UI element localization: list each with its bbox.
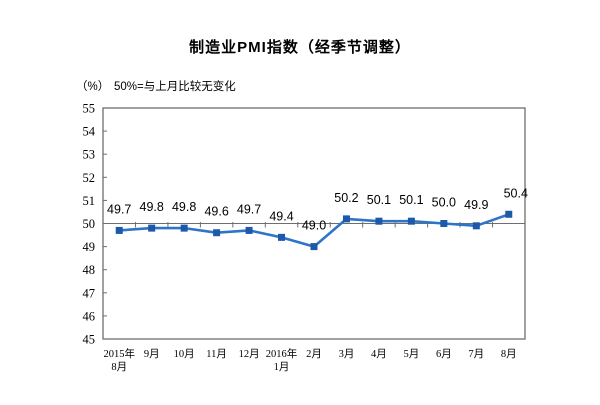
x-axis-label: 9月 bbox=[144, 348, 160, 360]
y-axis-label: 45 bbox=[83, 333, 96, 347]
data-label: 50.0 bbox=[432, 196, 456, 210]
data-label: 50.1 bbox=[399, 193, 423, 207]
x-axis-label: 12月 bbox=[239, 348, 260, 360]
y-axis-label: 52 bbox=[83, 171, 96, 185]
chart-note: 50%=与上月比较无变化 bbox=[114, 81, 236, 93]
data-point-marker bbox=[505, 210, 513, 218]
y-axis-label: 50 bbox=[83, 217, 96, 231]
x-axis-label: 2016年 1月 bbox=[266, 347, 298, 373]
data-point-marker bbox=[115, 226, 123, 234]
data-point-marker bbox=[278, 233, 286, 241]
data-point-marker bbox=[407, 217, 415, 225]
data-label: 50.4 bbox=[504, 186, 528, 200]
x-axis-label: 3月 bbox=[339, 348, 355, 360]
x-axis-label: 4月 bbox=[371, 348, 387, 360]
y-axis-label: 54 bbox=[83, 125, 96, 139]
data-point-marker bbox=[375, 217, 383, 225]
data-label: 49.9 bbox=[464, 198, 488, 212]
x-axis-label: 2月 bbox=[306, 348, 322, 360]
data-point-marker bbox=[148, 224, 156, 232]
x-axis-label: 2015年 8月 bbox=[103, 347, 135, 373]
data-point-marker bbox=[472, 222, 480, 230]
x-axis-label: 11月 bbox=[206, 348, 227, 360]
data-label: 49.8 bbox=[140, 200, 164, 214]
data-label: 49.7 bbox=[237, 202, 261, 216]
y-axis-label: 48 bbox=[83, 263, 96, 277]
data-label: 49.8 bbox=[172, 200, 196, 214]
data-label: 50.2 bbox=[334, 191, 358, 205]
data-label: 49.0 bbox=[302, 219, 326, 233]
y-axis-unit-label: （%） bbox=[76, 81, 110, 93]
chart-title: 制造业PMI指数（经季节调整） bbox=[189, 39, 411, 56]
y-axis-label: 55 bbox=[83, 102, 96, 116]
y-axis-label: 53 bbox=[83, 148, 96, 162]
data-point-marker bbox=[245, 226, 253, 234]
data-label: 50.1 bbox=[367, 193, 391, 207]
y-axis-label: 46 bbox=[83, 309, 96, 323]
y-axis-label: 47 bbox=[83, 286, 96, 300]
data-label: 49.7 bbox=[107, 202, 131, 216]
data-label: 49.4 bbox=[269, 209, 293, 223]
x-axis-label: 8月 bbox=[501, 348, 517, 360]
data-point-marker bbox=[180, 224, 188, 232]
data-point-marker bbox=[310, 243, 318, 251]
y-axis-label: 49 bbox=[83, 240, 96, 254]
x-axis-label: 5月 bbox=[404, 348, 420, 360]
x-axis-label: 10月 bbox=[174, 348, 195, 360]
data-point-marker bbox=[440, 220, 448, 227]
data-point-marker bbox=[342, 215, 350, 223]
data-point-marker bbox=[213, 229, 221, 237]
data-label: 49.6 bbox=[204, 205, 228, 219]
y-axis-label: 51 bbox=[83, 194, 96, 208]
x-axis-label: 7月 bbox=[468, 348, 484, 360]
x-axis-label: 6月 bbox=[436, 348, 452, 360]
